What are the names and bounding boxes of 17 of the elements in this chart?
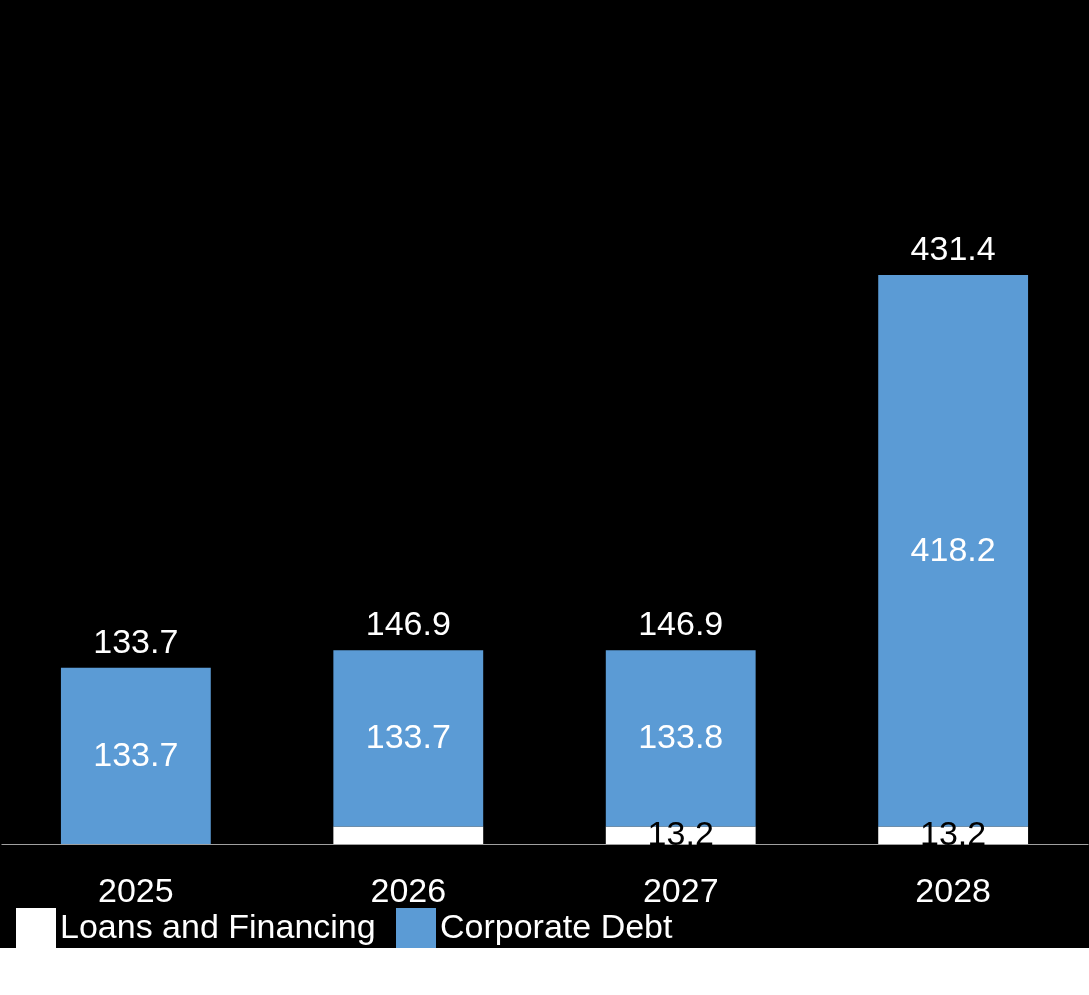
x-tick-label: 2025 xyxy=(98,870,174,909)
bar xyxy=(333,650,484,827)
total-label: 431.4 xyxy=(910,229,996,268)
data-label: 133.7 xyxy=(93,734,179,773)
legend-label: Corporate Debt xyxy=(440,907,674,945)
total-label: 146.9 xyxy=(638,604,724,643)
data-label: 133.8 xyxy=(638,717,724,756)
x-tick-label: 2026 xyxy=(370,870,447,909)
data-label: 133.7 xyxy=(365,717,451,756)
total-label: 146.9 xyxy=(365,604,451,643)
x-tick-label: 2028 xyxy=(915,870,991,909)
legend-label: Loans and Financing xyxy=(60,907,376,945)
total-label: 133.7 xyxy=(93,621,179,660)
x-tick-label: 2027 xyxy=(642,870,719,909)
data-label: 418.2 xyxy=(910,529,996,568)
bar xyxy=(60,667,211,844)
bar xyxy=(333,826,484,844)
